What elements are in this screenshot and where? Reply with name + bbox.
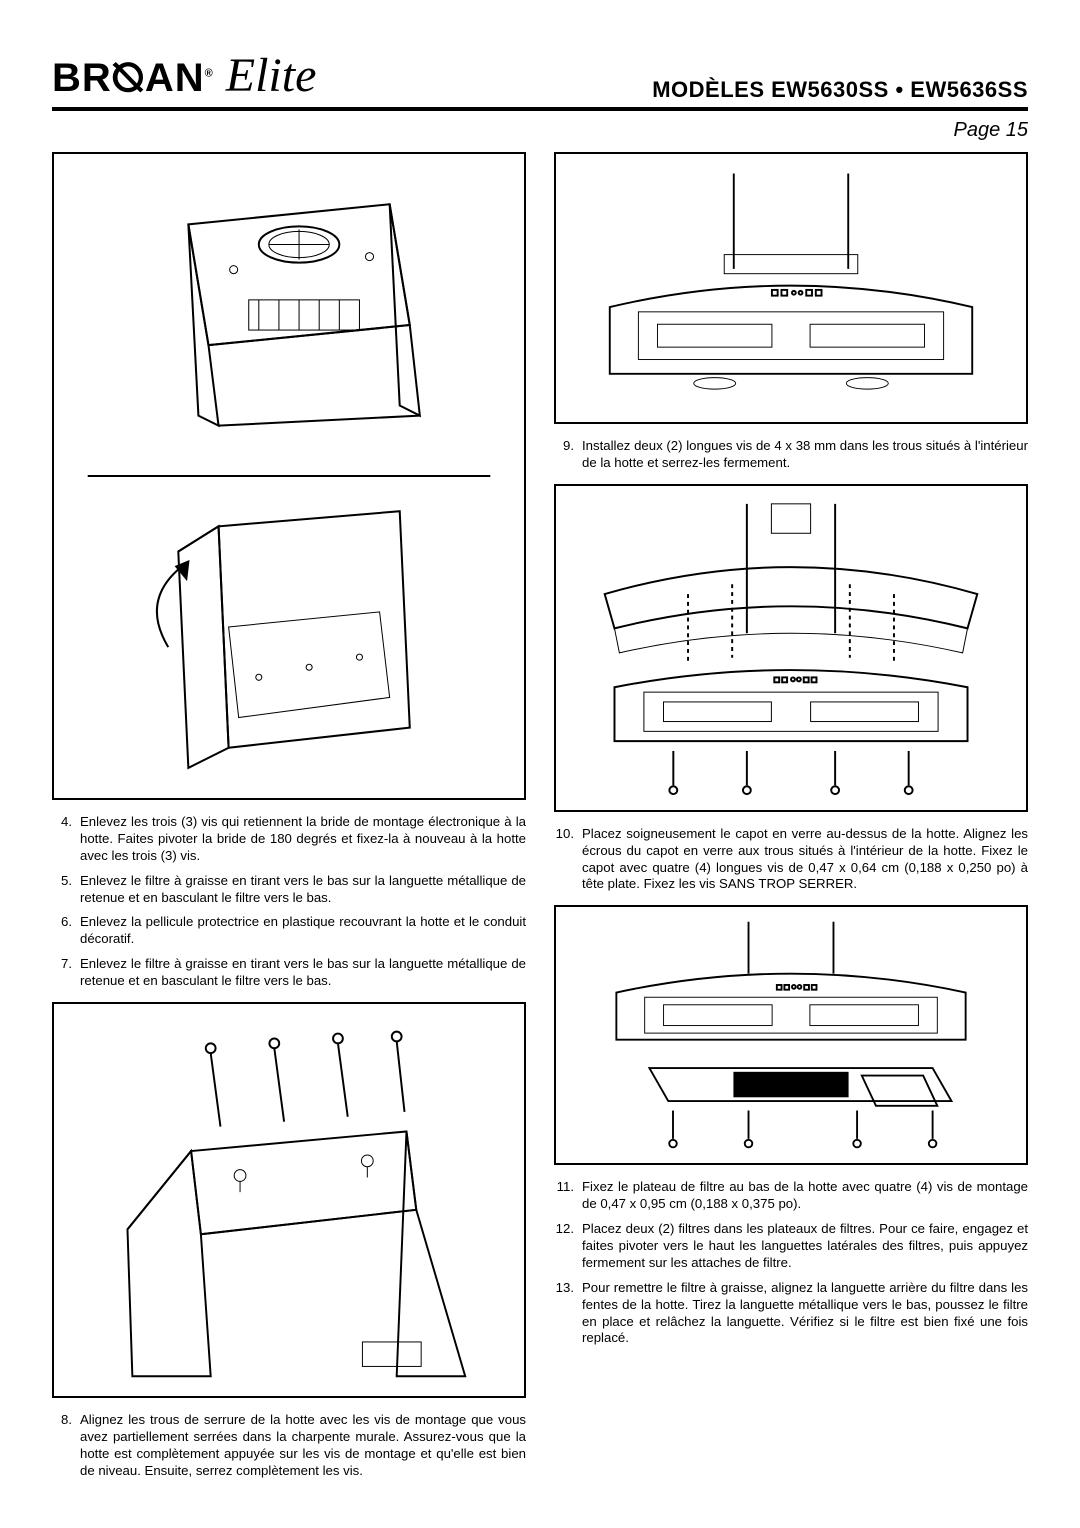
step-number: 5. [52,873,80,907]
brand-logo: BR⦰AN® Elite [52,48,316,103]
instruction-step: 4.Enlevez les trois (3) vis qui retienne… [52,814,526,865]
steps-4-to-7: 4.Enlevez les trois (3) vis qui retienne… [52,814,526,990]
step-number: 12. [554,1221,582,1272]
step-text: Placez soigneusement le capot en verre a… [582,826,1028,894]
page-number: Page 15 [52,119,1028,142]
page-header: BR⦰AN® Elite MODÈLES EW5630SS • EW5636SS [52,48,1028,111]
step-8: 8.Alignez les trous de serrure de la hot… [52,1412,526,1480]
brand-elite: Elite [226,48,317,103]
step-9: 9.Installez deux (2) longues vis de 4 x … [554,438,1028,472]
step-number: 13. [554,1280,582,1348]
step-number: 8. [52,1412,80,1480]
brand-post: AN [145,56,205,100]
step-10: 10.Placez soigneusement le capot en verr… [554,826,1028,894]
step-text: Enlevez le filtre à graisse en tirant ve… [80,956,526,990]
step-text: Fixez le plateau de filtre au bas de la … [582,1179,1028,1213]
instruction-step: 11.Fixez le plateau de filtre au bas de … [554,1179,1028,1213]
instruction-step: 13.Pour remettre le filtre à graisse, al… [554,1280,1028,1348]
figure-hood-front-view [554,152,1028,424]
step-text: Enlevez le filtre à graisse en tirant ve… [80,873,526,907]
brand-pre: BR [52,56,112,100]
instruction-step: 8.Alignez les trous de serrure de la hot… [52,1412,526,1480]
instruction-step: 7.Enlevez le filtre à graisse en tirant … [52,956,526,990]
steps-11-to-13: 11.Fixez le plateau de filtre au bas de … [554,1179,1028,1347]
model-line: MODÈLES EW5630SS • EW5636SS [652,77,1028,103]
step-number: 10. [554,826,582,894]
instruction-step: 10.Placez soigneusement le capot en verr… [554,826,1028,894]
registered-mark: ® [205,68,214,80]
step-number: 4. [52,814,80,865]
step-text: Placez deux (2) filtres dans les plateau… [582,1221,1028,1272]
instruction-step: 6.Enlevez la pellicule protectrice en pl… [52,914,526,948]
step-number: 9. [554,438,582,472]
brand-slash-glyph: ⦰ [112,56,145,101]
instruction-step: 5.Enlevez le filtre à graisse en tirant … [52,873,526,907]
step-text: Enlevez la pellicule protectrice en plas… [80,914,526,948]
instruction-step: 12.Placez deux (2) filtres dans les plat… [554,1221,1028,1272]
figure-glass-canopy [554,484,1028,812]
figure-filter-tray [554,905,1028,1165]
step-text: Alignez les trous de serrure de la hotte… [80,1412,526,1480]
figure-hood-assembly-top-and-pivot [52,152,526,800]
left-column: 4.Enlevez les trois (3) vis qui retienne… [52,152,526,1488]
step-text: Enlevez les trois (3) vis qui retiennent… [80,814,526,865]
step-text: Installez deux (2) longues vis de 4 x 38… [582,438,1028,472]
step-text: Pour remettre le filtre à graisse, align… [582,1280,1028,1348]
instruction-step: 9.Installez deux (2) longues vis de 4 x … [554,438,1028,472]
brand-wordmark: BR⦰AN® [52,56,214,101]
figure-mounting-screws [52,1002,526,1398]
right-column: 9.Installez deux (2) longues vis de 4 x … [554,152,1028,1488]
step-number: 6. [52,914,80,948]
step-number: 11. [554,1179,582,1213]
step-number: 7. [52,956,80,990]
